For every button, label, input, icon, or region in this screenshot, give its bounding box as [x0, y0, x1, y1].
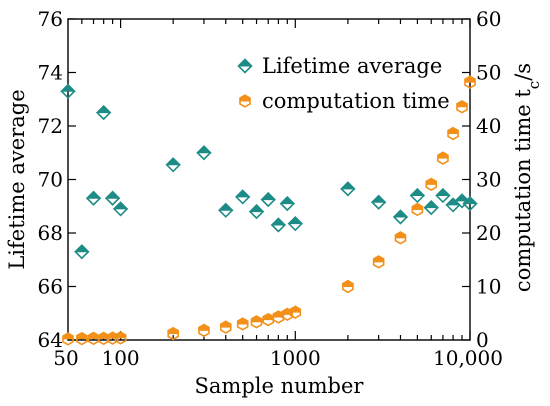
left-y-tick-label: 72: [38, 114, 63, 138]
data-point-fill: [409, 188, 426, 197]
data-point-fill: [456, 100, 468, 108]
data-point-fill: [340, 181, 356, 190]
data-point-fill: [167, 327, 179, 335]
x-tick-label: 100: [101, 346, 139, 370]
left-y-tick-label: 66: [38, 275, 63, 299]
data-point-fill: [279, 196, 296, 205]
data-point-fill: [437, 151, 449, 159]
data-point-fill: [270, 217, 287, 226]
right-y-tick-label: 10: [476, 275, 501, 299]
data-point-fill: [454, 193, 470, 202]
ticks: 64 66 68 70 72 74 76 0 10 20 30 40 50 60 50 100 1000 10,0…: [38, 7, 503, 370]
data-point-fill: [237, 317, 249, 325]
data-point-fill: [60, 84, 76, 92]
data-point-fill: [262, 313, 274, 321]
left-y-tick-label: 76: [38, 7, 63, 31]
data-point-fill: [115, 331, 127, 339]
data-point-fill: [112, 201, 129, 210]
legend-label-lifetime-average: Lifetime average: [262, 54, 442, 78]
right-y-axis-title: computation time tc/s: [511, 63, 543, 292]
x-tick-label: 10,000: [433, 346, 503, 370]
data-point-fill: [74, 244, 90, 253]
data-point-fill: [373, 255, 385, 263]
data-point-fill: [423, 200, 439, 209]
right-y-tick-label: 0: [476, 328, 489, 352]
right-y-axis-title-main: computation time t: [511, 89, 535, 292]
left-y-tick-label: 64: [38, 328, 63, 352]
data-point-fill: [220, 320, 232, 328]
x-tick-label: 1000: [270, 346, 321, 370]
series-lifetime-average: [60, 83, 478, 260]
data-point-fill: [447, 127, 459, 134]
right-y-tick-label: 20: [476, 221, 501, 245]
legend: Lifetime average computation time: [237, 54, 450, 113]
data-point-fill: [370, 195, 387, 203]
data-point-fill: [251, 315, 263, 323]
data-point-fill: [234, 189, 251, 198]
series-computation-time: [62, 75, 476, 346]
right-y-axis-title-subscript: c: [525, 81, 543, 89]
left-y-axis-title: Lifetime average: [5, 89, 29, 269]
right-y-tick-label: 50: [476, 61, 501, 85]
data-point-fill: [411, 203, 423, 210]
data-point-fill: [196, 145, 212, 154]
left-y-tick-label: 70: [38, 168, 63, 192]
x-tick-label: 50: [53, 346, 78, 370]
data-point-fill: [289, 305, 301, 313]
data-point-fill: [218, 203, 234, 211]
data-point-fill: [435, 188, 451, 197]
data-point-fill: [62, 332, 74, 340]
legend-hexagon-fill: [239, 94, 251, 102]
marks: [60, 75, 478, 346]
data-point-fill: [462, 196, 478, 205]
left-y-tick-label: 68: [38, 221, 63, 245]
right-y-tick-label: 30: [476, 168, 501, 192]
left-y-tick-label: 74: [38, 61, 63, 85]
right-y-tick-label: 40: [476, 114, 501, 138]
data-point-fill: [165, 157, 181, 166]
data-point-fill: [104, 191, 121, 199]
data-point-fill: [76, 332, 88, 340]
x-axis-title: Sample number: [195, 374, 365, 398]
data-point-fill: [260, 192, 276, 201]
right-y-axis-title-unit: /s: [511, 63, 535, 81]
legend-label-computation-time: computation time: [262, 89, 450, 113]
legend-marker-computation-time: [239, 94, 251, 108]
data-point-fill: [425, 177, 437, 185]
right-y-tick-label: 60: [476, 7, 501, 31]
data-point-fill: [464, 75, 476, 83]
data-point-fill: [287, 216, 304, 225]
data-point-fill: [85, 191, 102, 199]
legend-marker-lifetime-average: [237, 58, 253, 74]
data-point-fill: [88, 332, 100, 339]
data-point-fill: [394, 231, 407, 239]
data-point-fill: [342, 280, 354, 287]
data-point-fill: [198, 323, 210, 331]
data-point-fill: [248, 204, 265, 213]
data-point-fill: [392, 209, 409, 218]
data-point-fill: [95, 105, 112, 114]
legend-diamond-fill: [237, 58, 253, 67]
